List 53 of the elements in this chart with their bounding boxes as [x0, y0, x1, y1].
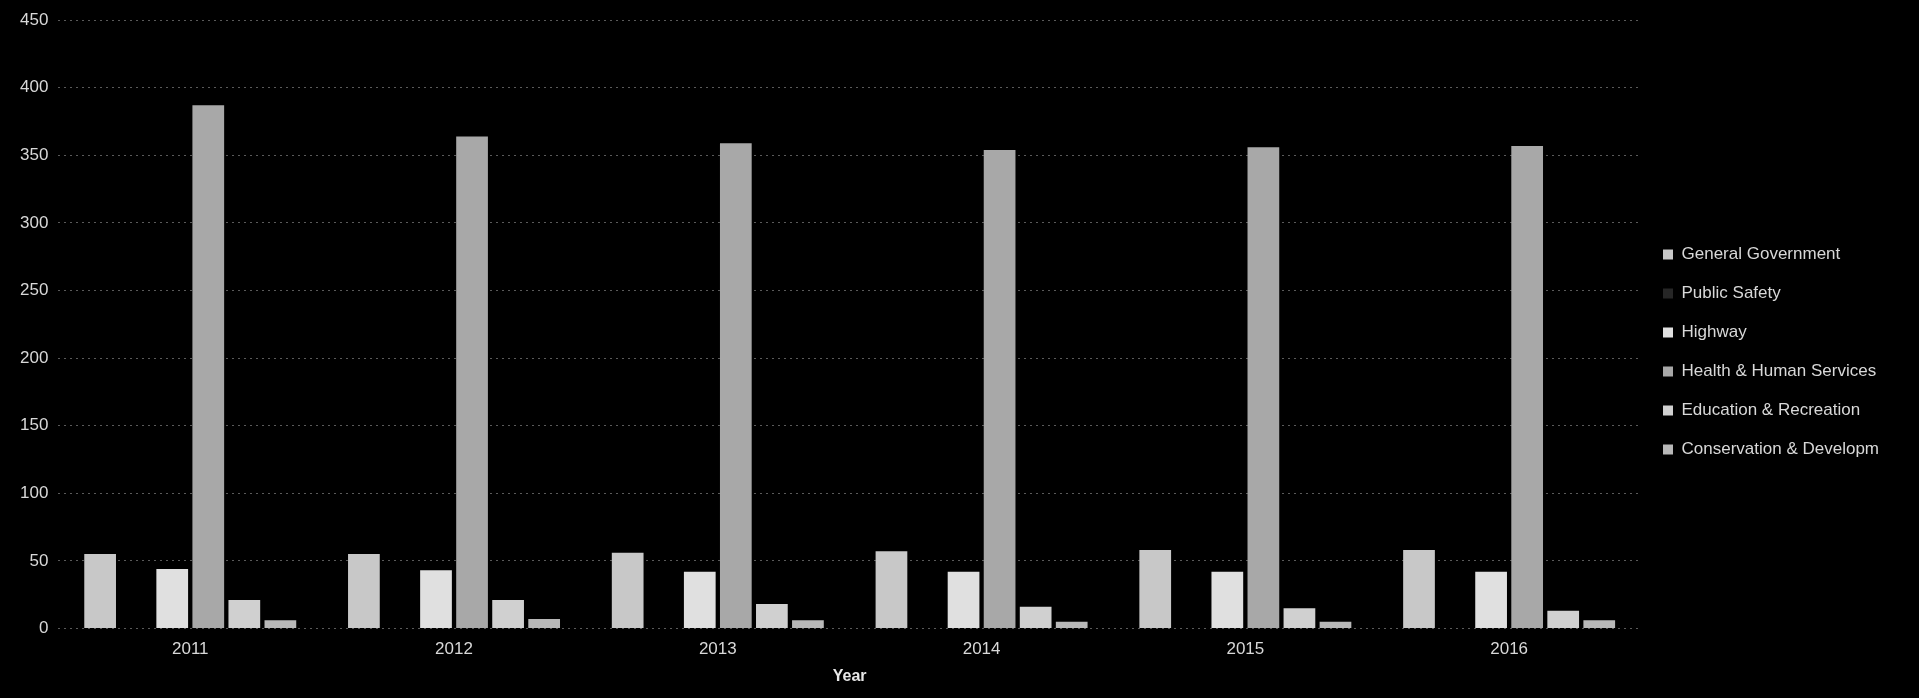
y-tick-label: 450	[19, 9, 49, 29]
legend-label: Education & Recreation	[1681, 400, 1861, 420]
y-tick-label: 300	[19, 212, 49, 232]
bar	[156, 568, 189, 628]
bar	[875, 551, 908, 628]
x-axis-title: Year	[832, 666, 867, 684]
legend-label: Conservation & Developm	[1681, 439, 1879, 459]
y-tick-label: 250	[19, 280, 49, 300]
y-tick-label: 200	[19, 347, 49, 367]
bar	[611, 552, 644, 628]
bar	[1319, 621, 1352, 628]
bar	[1247, 147, 1280, 628]
bar	[528, 618, 561, 628]
bar	[1583, 620, 1616, 628]
legend-label: Public Safety	[1681, 283, 1782, 303]
y-tick-label: 150	[19, 415, 49, 435]
y-tick-label: 400	[19, 77, 49, 97]
bar	[1283, 608, 1316, 628]
bar	[228, 600, 261, 628]
x-tick-label: 2011	[171, 639, 209, 659]
x-tick-label: 2012	[435, 639, 473, 659]
bar	[348, 554, 380, 628]
bar	[1547, 610, 1580, 628]
bar	[1475, 571, 1507, 628]
bar	[1511, 145, 1544, 628]
bar	[756, 604, 788, 628]
x-tick-label: 2014	[962, 639, 1001, 659]
bar	[683, 571, 716, 628]
bar	[1019, 606, 1052, 628]
bar	[456, 136, 488, 628]
legend-label: Highway	[1681, 322, 1748, 342]
y-tick-label: 50	[29, 550, 49, 570]
bar	[1211, 571, 1244, 628]
bar	[420, 570, 452, 628]
bar	[492, 600, 524, 628]
bar	[192, 105, 225, 628]
legend-label: Health & Human Services	[1681, 361, 1877, 381]
bar	[719, 143, 752, 628]
bar	[1139, 550, 1172, 628]
x-tick-label: 2016	[1490, 639, 1529, 659]
y-tick-label: 0	[38, 618, 49, 638]
bar	[947, 571, 980, 628]
x-tick-label: 2015	[1226, 639, 1265, 659]
bar	[983, 149, 1016, 628]
bar	[84, 554, 116, 628]
y-tick-label: 350	[19, 145, 49, 165]
bar	[1403, 550, 1435, 628]
bar	[1055, 621, 1088, 628]
bar	[792, 620, 824, 628]
bar	[264, 620, 297, 628]
legend-label: General Government	[1681, 244, 1841, 264]
y-tick-label: 100	[19, 482, 49, 502]
x-tick-label: 2013	[698, 639, 737, 659]
